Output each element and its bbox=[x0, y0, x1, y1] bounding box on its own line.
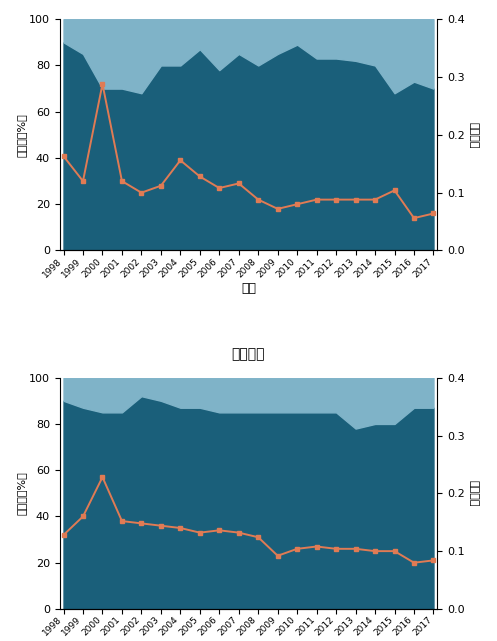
Y-axis label: 泰尔指数: 泰尔指数 bbox=[469, 122, 479, 148]
Y-axis label: 贡献率（%）: 贡献率（%） bbox=[16, 471, 26, 515]
Text: 中部地区: 中部地区 bbox=[232, 347, 265, 362]
X-axis label: 年份: 年份 bbox=[241, 282, 256, 295]
Y-axis label: 贡献率（%）: 贡献率（%） bbox=[16, 113, 26, 157]
Y-axis label: 泰尔指数: 泰尔指数 bbox=[469, 480, 479, 506]
